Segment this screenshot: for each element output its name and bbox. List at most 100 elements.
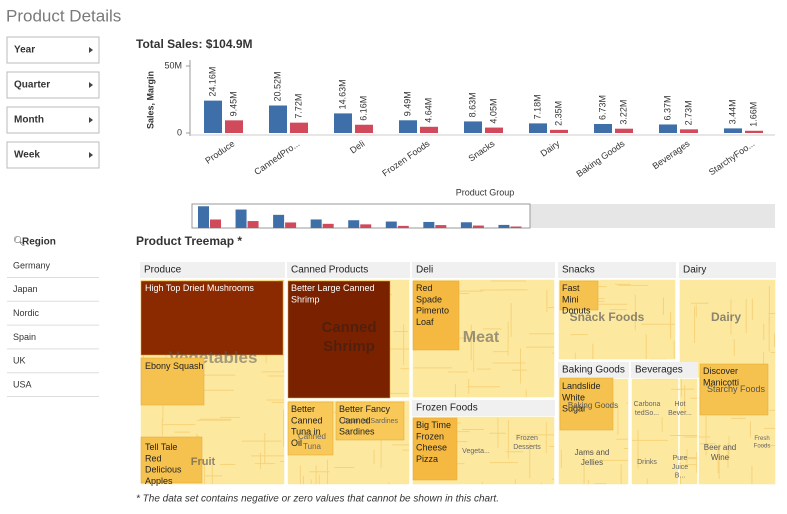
tile[interactable] xyxy=(140,357,205,406)
bar xyxy=(204,100,222,133)
bar xyxy=(724,128,742,133)
value-label: 9.49M xyxy=(402,91,412,116)
region-item[interactable]: Nordic xyxy=(13,308,40,318)
mini-bar xyxy=(348,220,360,228)
tile-label: Canned Sardines xyxy=(344,418,399,425)
tile-label: Canned Tuna xyxy=(298,432,326,451)
treemap-area-border xyxy=(411,278,556,399)
value-label: 4.05M xyxy=(488,99,498,124)
mini-bar xyxy=(360,224,372,228)
tile-label: Jams and Jellies xyxy=(575,448,610,467)
mini-bar xyxy=(472,225,484,228)
group-header xyxy=(287,262,410,278)
bar xyxy=(594,123,612,133)
group-label[interactable]: Snacks xyxy=(562,265,595,276)
chart-title: Total Sales: $104.9M xyxy=(136,37,253,51)
bar xyxy=(680,129,698,133)
filter-button[interactable] xyxy=(6,36,100,64)
x-tick-label: Dairy xyxy=(539,138,562,159)
bar xyxy=(550,129,568,133)
tile[interactable] xyxy=(140,280,284,356)
bar xyxy=(745,130,763,133)
bar xyxy=(464,121,482,133)
filter-button[interactable] xyxy=(6,141,100,169)
filter-arrow xyxy=(89,117,93,123)
tile[interactable] xyxy=(287,401,334,456)
tile-label: Dairy xyxy=(711,310,741,324)
tile-label: Snack Foods xyxy=(570,310,645,324)
bar xyxy=(485,127,503,133)
filter-label: Quarter xyxy=(14,80,50,91)
value-label: 1.66M xyxy=(748,102,758,127)
value-label: 3.44M xyxy=(727,99,737,124)
bar xyxy=(290,122,308,133)
tile[interactable] xyxy=(140,436,203,484)
tile[interactable] xyxy=(287,280,391,399)
mini-bar xyxy=(198,206,209,228)
tile[interactable] xyxy=(412,417,458,481)
tile-label: Frozen Desserts xyxy=(513,435,541,451)
tile-label: Drinks xyxy=(637,459,657,466)
group-header xyxy=(631,362,698,378)
bar xyxy=(225,120,243,133)
mini-bar xyxy=(510,226,522,228)
mini-bar xyxy=(385,221,397,228)
x-tick-label: Deli xyxy=(348,138,366,155)
value-label: 14.63M xyxy=(337,79,347,109)
treemap-area xyxy=(631,378,698,485)
page-title: Product Details xyxy=(6,6,121,25)
group-header xyxy=(679,262,776,278)
x-axis-title: Product Group xyxy=(456,187,515,197)
x-tick-label: Frozen Foods xyxy=(380,138,432,178)
tile-label: Discover Manicotti xyxy=(703,366,739,387)
x-tick-label: CannedPro... xyxy=(252,138,301,177)
bar xyxy=(615,128,633,133)
region-title: Region xyxy=(22,237,56,248)
tile-label: Hot Bever... xyxy=(668,401,692,417)
group-label[interactable]: Produce xyxy=(144,265,182,276)
value-label: 4.64M xyxy=(423,98,433,123)
bar xyxy=(269,105,287,133)
filter-button[interactable] xyxy=(6,106,100,134)
region-item[interactable]: UK xyxy=(13,356,26,366)
tile[interactable] xyxy=(412,280,460,351)
region-item[interactable]: Spain xyxy=(13,332,36,342)
tile-label: Canned Shrimp xyxy=(321,319,376,355)
tile[interactable] xyxy=(559,377,614,431)
tile-label: Better Fancy Canned Sardines xyxy=(339,404,391,437)
bar xyxy=(529,123,547,133)
x-tick-label: StarchyFoo... xyxy=(707,138,757,177)
tile[interactable] xyxy=(699,363,769,416)
mini-bar xyxy=(423,221,435,228)
tile-label: Better Canned Tuna in Oil xyxy=(291,404,323,448)
mini-bar xyxy=(498,224,510,228)
group-label[interactable]: Beverages xyxy=(635,365,683,376)
tile-label: Better Large Canned Shrimp xyxy=(291,283,375,304)
group-label[interactable]: Deli xyxy=(416,265,433,276)
tile-label: Baking Goods xyxy=(568,401,618,410)
group-label[interactable]: Baking Goods xyxy=(562,365,625,376)
group-label[interactable]: Canned Products xyxy=(291,265,368,276)
x-tick-label: Beverages xyxy=(651,138,692,171)
tile-label: Ebony Squash xyxy=(145,361,204,371)
filter-button[interactable] xyxy=(6,71,100,99)
mini-bar xyxy=(285,222,297,228)
treemap-area-border xyxy=(678,278,777,486)
value-label: 6.73M xyxy=(597,95,607,120)
treemap-area-border xyxy=(557,278,677,361)
value-label: 3.22M xyxy=(618,100,628,125)
value-label: 7.72M xyxy=(293,94,303,119)
filter-label: Month xyxy=(14,115,44,126)
tile-label: Vegeta... xyxy=(462,448,490,455)
tile[interactable] xyxy=(335,401,405,441)
region-item[interactable]: Germany xyxy=(13,260,51,270)
group-label[interactable]: Dairy xyxy=(683,265,706,276)
x-tick-label: Produce xyxy=(203,138,236,165)
region-item[interactable]: Japan xyxy=(13,284,38,294)
tile-label: Pure Juice B... xyxy=(672,455,688,480)
mini-bar xyxy=(310,219,322,228)
region-item[interactable]: USA xyxy=(13,379,32,389)
tile[interactable] xyxy=(559,280,599,311)
group-label[interactable]: Frozen Foods xyxy=(416,403,478,414)
